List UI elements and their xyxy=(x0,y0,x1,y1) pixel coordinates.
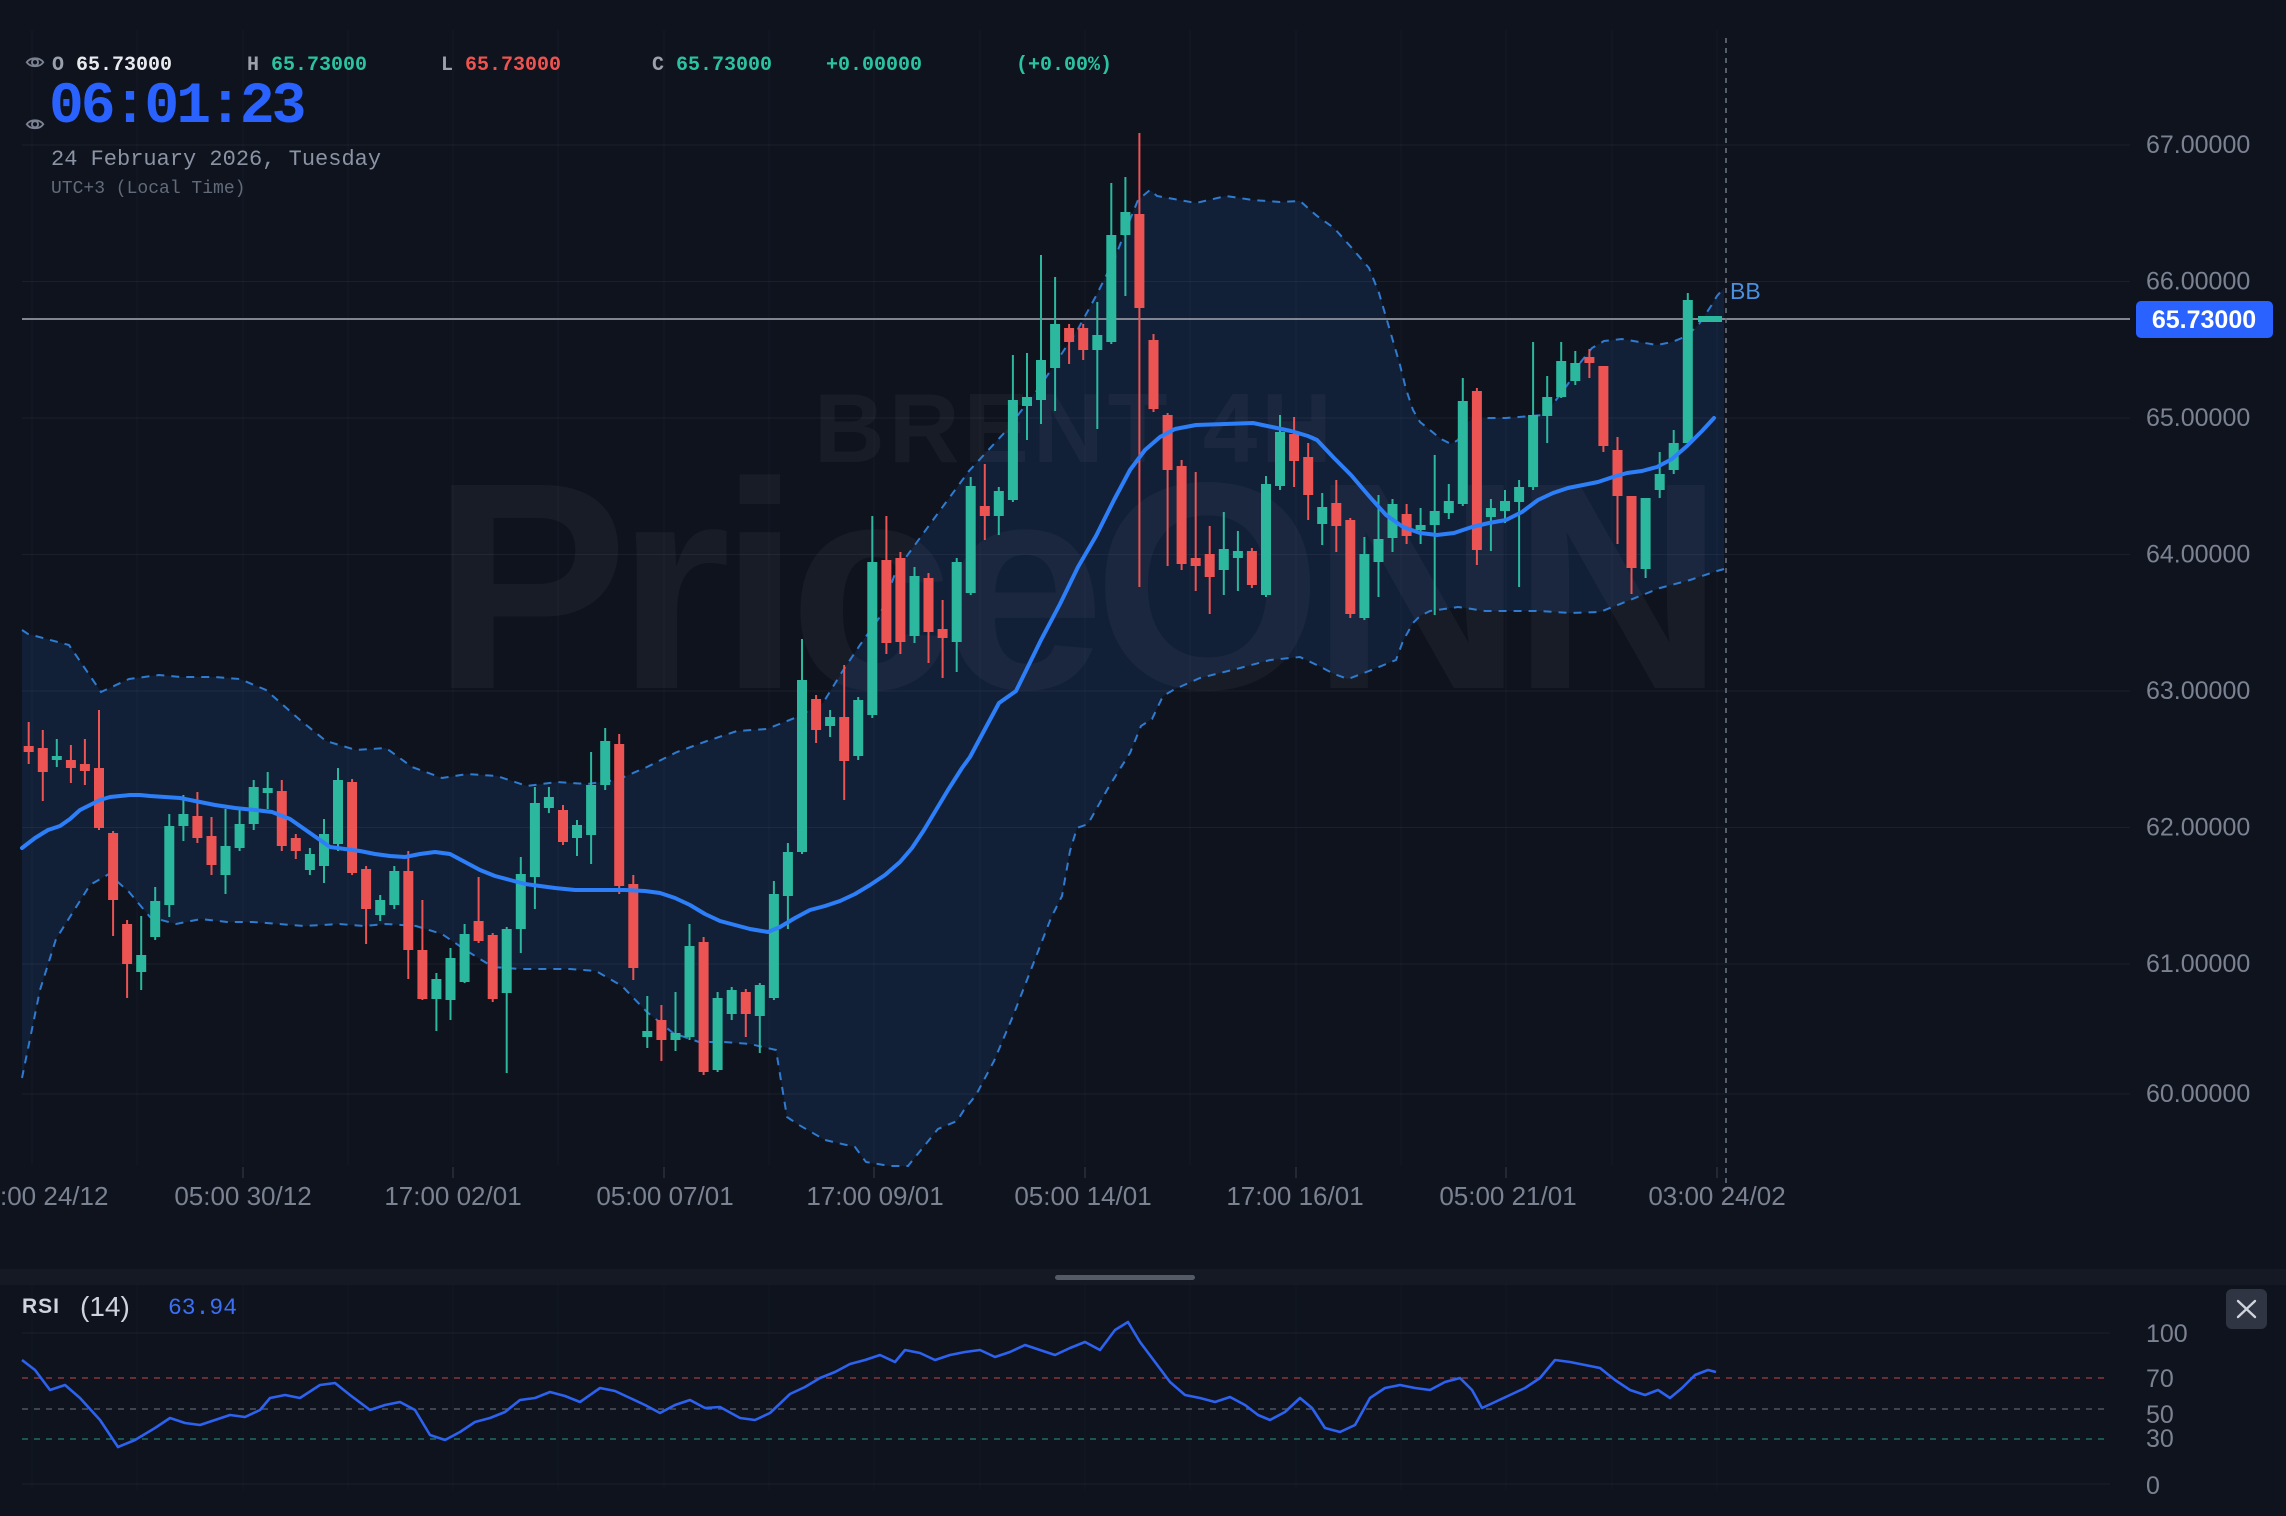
svg-text:65.73000: 65.73000 xyxy=(76,54,172,77)
svg-text:BB: BB xyxy=(1730,278,1761,304)
svg-text:05:00 30/12: 05:00 30/12 xyxy=(174,1181,311,1211)
svg-text:05:00 21/01: 05:00 21/01 xyxy=(1439,1181,1576,1211)
svg-text:50: 50 xyxy=(2146,1401,2174,1429)
svg-text:66.00000: 66.00000 xyxy=(2146,268,2250,296)
svg-text:C: C xyxy=(652,54,664,77)
svg-text:H: H xyxy=(247,54,259,77)
svg-text:65.73000: 65.73000 xyxy=(2152,306,2256,334)
svg-text:03:00 24/02: 03:00 24/02 xyxy=(1648,1181,1785,1211)
svg-text:17:00 02/01: 17:00 02/01 xyxy=(384,1181,521,1211)
svg-text:62.00000: 62.00000 xyxy=(2146,814,2250,842)
svg-text:O: O xyxy=(52,54,64,77)
svg-text:UTC+3 (Local Time): UTC+3 (Local Time) xyxy=(51,179,245,199)
svg-text:63.00000: 63.00000 xyxy=(2146,677,2250,705)
svg-text:100: 100 xyxy=(2146,1320,2188,1348)
svg-text:(+0.00%): (+0.00%) xyxy=(1016,54,1112,77)
svg-text:61.00000: 61.00000 xyxy=(2146,950,2250,978)
svg-text:05:00 14/01: 05:00 14/01 xyxy=(1014,1181,1151,1211)
svg-text:70: 70 xyxy=(2146,1365,2174,1393)
svg-text:63.94: 63.94 xyxy=(168,1295,237,1321)
svg-text:67.00000: 67.00000 xyxy=(2146,131,2250,159)
svg-text:05:00 07/01: 05:00 07/01 xyxy=(596,1181,733,1211)
svg-text:65.73000: 65.73000 xyxy=(465,54,561,77)
svg-text:0: 0 xyxy=(2146,1472,2160,1500)
svg-text:65.73000: 65.73000 xyxy=(676,54,772,77)
svg-text:64.00000: 64.00000 xyxy=(2146,541,2250,569)
svg-text:06:01:23: 06:01:23 xyxy=(49,75,304,140)
svg-text:(14): (14) xyxy=(80,1291,130,1322)
svg-text:60.00000: 60.00000 xyxy=(2146,1080,2250,1108)
svg-text:24 February 2026, Tuesday: 24 February 2026, Tuesday xyxy=(51,147,381,172)
svg-text:17:00 16/01: 17:00 16/01 xyxy=(1226,1181,1363,1211)
svg-text:17:00 09/01: 17:00 09/01 xyxy=(806,1181,943,1211)
svg-text::00 24/12: :00 24/12 xyxy=(0,1181,108,1211)
svg-text:BRENT 4H: BRENT 4H xyxy=(814,373,1336,483)
svg-text:+0.00000: +0.00000 xyxy=(826,54,922,77)
svg-text:30: 30 xyxy=(2146,1425,2174,1453)
svg-text:PriceONN: PriceONN xyxy=(431,421,1712,751)
svg-text:RSI: RSI xyxy=(22,1295,60,1318)
svg-text:65.73000: 65.73000 xyxy=(271,54,367,77)
svg-text:65.00000: 65.00000 xyxy=(2146,404,2250,432)
svg-text:L: L xyxy=(441,54,453,77)
